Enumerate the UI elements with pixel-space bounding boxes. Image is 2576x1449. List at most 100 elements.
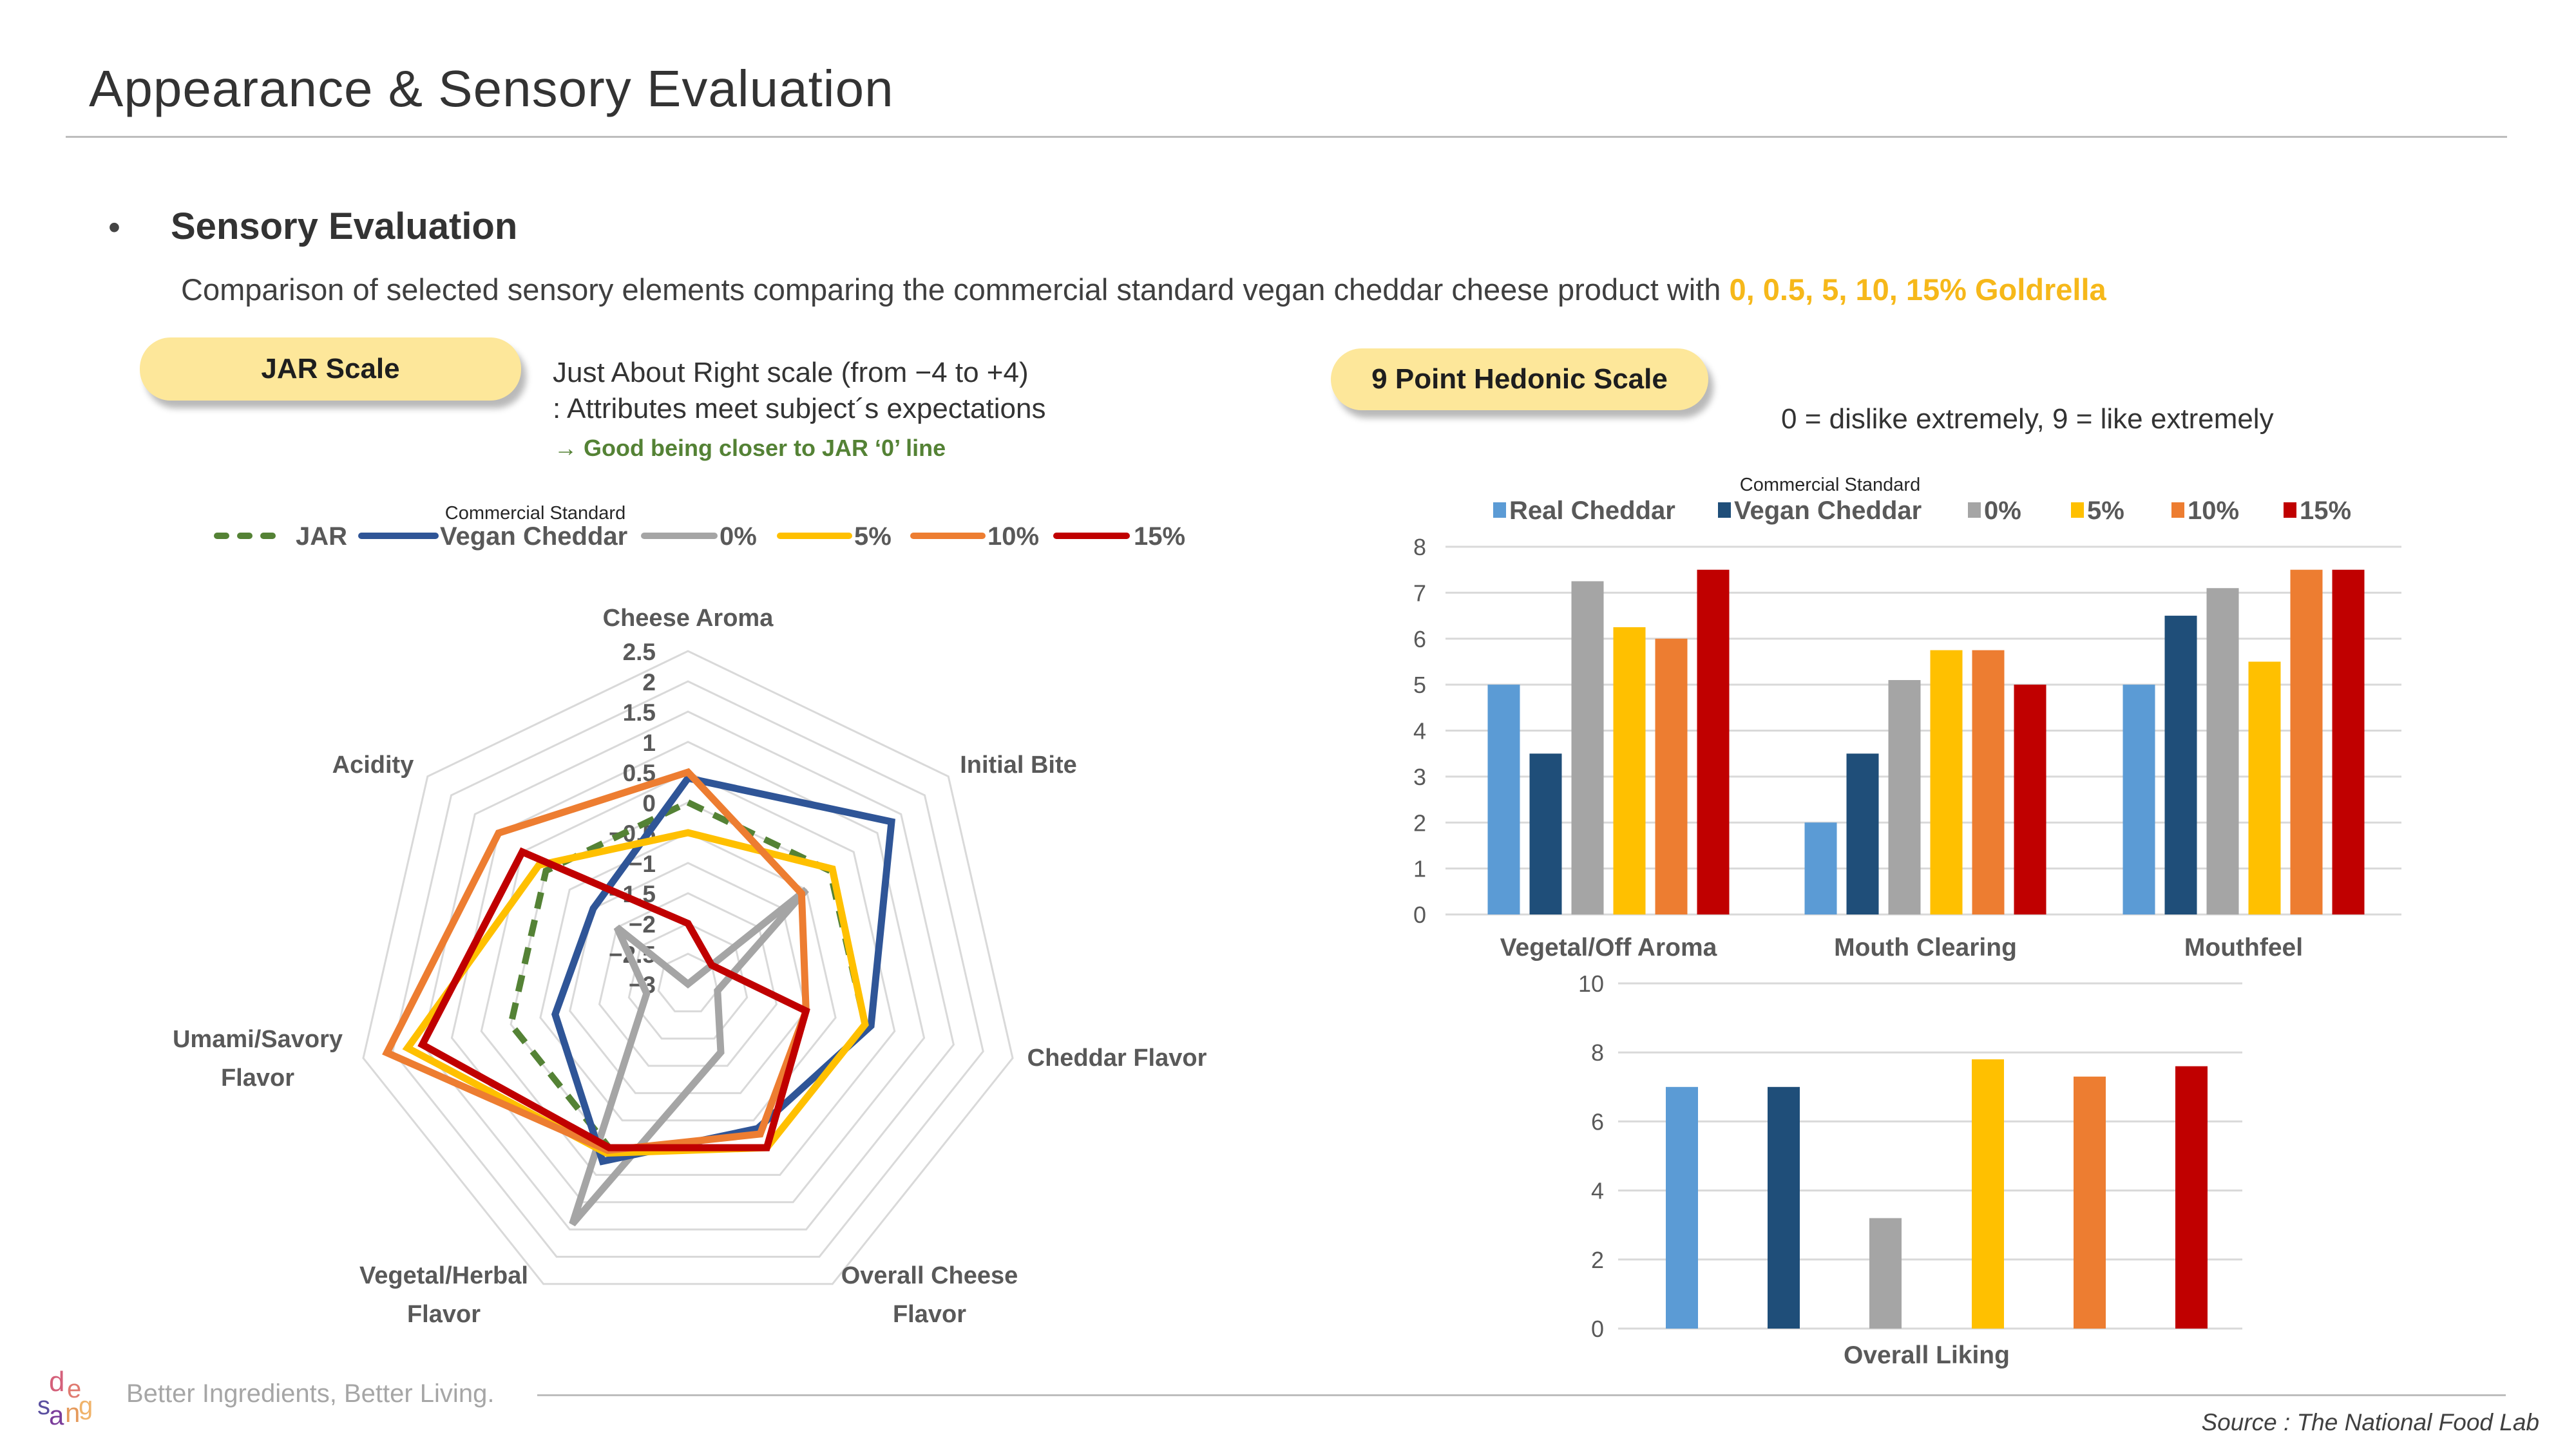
radar-axis-label: Flavor xyxy=(221,1065,294,1092)
hedonic-description: 0 = dislike extremely, 9 = like extremel… xyxy=(1781,403,2274,435)
liking-bar-5- xyxy=(1972,1059,2004,1329)
desang-logo: d e s a n g xyxy=(37,1366,93,1430)
hedonic-scale-pill: 9 Point Hedonic Scale xyxy=(1331,348,1708,410)
jar-scale-label: JAR Scale xyxy=(261,353,400,384)
jar-description-line1: Just About Right scale (from −4 to +4) xyxy=(553,357,1029,388)
bar-vegetal-off-aroma-vegan-cheddar xyxy=(1529,753,1562,914)
radar-grid-ring xyxy=(421,710,955,1231)
radar-tick-label: 1.5 xyxy=(623,699,656,726)
bar-y-tick-label: 3 xyxy=(1413,764,1426,790)
radar-grid-ring xyxy=(362,650,1014,1285)
section-title: Sensory Evaluation xyxy=(171,205,518,247)
bar-y-tick-label: 7 xyxy=(1413,580,1426,606)
radar-axis-label: Flavor xyxy=(407,1301,481,1328)
bar-legend-swatch xyxy=(2171,502,2184,518)
bar-y-tick-label: 5 xyxy=(1413,672,1426,698)
radar-grid-ring xyxy=(480,771,896,1176)
liking-x-label: Overall Liking xyxy=(1844,1341,2010,1369)
radar-legend: Commercial Standard JAR Vegan Cheddar 0% 5% 1… xyxy=(214,503,1185,551)
footer-divider xyxy=(537,1394,2506,1396)
bar-mouth-clearing-0- xyxy=(1888,679,1921,914)
liking-y-tick-label: 4 xyxy=(1591,1178,1604,1204)
bar-mouthfeel-real-cheddar xyxy=(2123,685,2155,914)
radar-legend-note: Commercial Standard xyxy=(445,503,625,524)
bar-legend-swatch xyxy=(2071,502,2084,518)
liking-y-tick-label: 2 xyxy=(1591,1247,1604,1273)
bar-legend-label: 15% xyxy=(2300,497,2351,525)
radar-legend-label: JAR xyxy=(296,522,347,551)
liking-bar-15- xyxy=(2175,1066,2208,1329)
radar-series-15- xyxy=(417,847,810,1151)
bar-legend-label: Real Cheddar xyxy=(1509,497,1675,525)
radar-axis-label: Acidity xyxy=(332,752,414,779)
bar-vegetal-off-aroma-15- xyxy=(1697,569,1730,914)
bar-legend-label: 0% xyxy=(1984,497,2021,525)
bar-legend-label: Vegan Cheddar xyxy=(1734,497,1922,525)
liking-bar-10- xyxy=(2074,1076,2106,1329)
bar-mouth-clearing-real-cheddar xyxy=(1804,822,1837,914)
hedonic-scale-label: 9 Point Hedonic Scale xyxy=(1371,363,1668,395)
bar-y-tick-label: 4 xyxy=(1413,718,1426,744)
section-subtitle: Comparison of selected sensory elements … xyxy=(181,272,2106,307)
bar-mouthfeel-5- xyxy=(2248,661,2281,914)
bar-y-tick-label: 0 xyxy=(1413,902,1426,928)
radar-legend-label: 0% xyxy=(720,522,757,551)
radar-tick-label: 0 xyxy=(642,790,656,817)
liking-y-tick-label: 8 xyxy=(1591,1039,1604,1066)
radar-grid-ring xyxy=(392,680,984,1258)
radar-tick-label: 2 xyxy=(642,669,656,696)
radar-axis-label: Cheese Aroma xyxy=(603,605,774,632)
radar-tick-label: 1 xyxy=(642,730,656,756)
liking-y-tick-label: 0 xyxy=(1591,1316,1604,1342)
bar-mouthfeel-vegan-cheddar xyxy=(2164,616,2197,914)
radar-axis-label: Flavor xyxy=(893,1301,966,1328)
overall-liking-bar-chart: 0 2 4 6 8 10 Overall Liking xyxy=(1578,971,2242,1369)
radar-axis-label: Initial Bite xyxy=(960,752,1077,779)
bar-y-tick-label: 6 xyxy=(1413,626,1426,652)
title-divider xyxy=(66,136,2507,138)
bar-vegetal-off-aroma-real-cheddar xyxy=(1487,685,1520,914)
radar-axis-label: Overall Cheese xyxy=(841,1262,1018,1289)
liking-bar-0- xyxy=(1869,1218,1902,1329)
bar-legend-swatch xyxy=(1718,502,1731,518)
bar-legend-swatch xyxy=(2284,502,2296,518)
radar-legend-label: Vegan Cheddar xyxy=(440,522,627,551)
bar-y-tick-label: 1 xyxy=(1413,856,1426,882)
liking-y-tick-label: 10 xyxy=(1578,971,1604,997)
logo-letter-n: n xyxy=(65,1397,80,1428)
logo-letter-d: d xyxy=(49,1366,64,1397)
logo-letter-s: s xyxy=(37,1392,50,1420)
page-title: Appearance & Sensory Evaluation xyxy=(89,60,894,117)
bar-mouth-clearing-5- xyxy=(1930,650,1963,914)
radar-series-10- xyxy=(382,768,810,1154)
bar-category-label: Mouth Clearing xyxy=(1834,934,2017,961)
logo-letter-e: e xyxy=(67,1375,81,1403)
bar-legend: Commercial Standard Real Cheddar Vegan Che… xyxy=(1493,475,2351,525)
radar-legend-label: 5% xyxy=(854,522,892,551)
bar-legend-label: 10% xyxy=(2188,497,2239,525)
radar-axis-label: Umami/Savory xyxy=(173,1026,343,1053)
bar-mouth-clearing-vegan-cheddar xyxy=(1846,753,1879,914)
logo-letter-g: g xyxy=(79,1392,93,1420)
radar-tick-label: 2.5 xyxy=(623,639,656,665)
liking-bar-real-cheddar xyxy=(1666,1086,1698,1329)
bar-legend-note: Commercial Standard xyxy=(1740,475,1920,495)
liking-y-tick-label: 6 xyxy=(1591,1108,1604,1135)
hedonic-bar-chart: 0 1 2 3 4 5 6 7 8 Vegetal/Off Aroma Mouth Clearing… xyxy=(1413,534,2401,961)
bar-mouth-clearing-15- xyxy=(2014,685,2046,914)
bar-mouth-clearing-10- xyxy=(1972,650,2005,914)
source-note: Source : The National Food Lab xyxy=(2201,1409,2540,1435)
radar-series-0- xyxy=(569,887,809,1227)
bar-y-tick-label: 2 xyxy=(1413,810,1426,836)
radar-legend-label: 10% xyxy=(987,522,1039,551)
jar-description-line2: : Attributes meet subject´s expectations xyxy=(553,393,1046,424)
bar-vegetal-off-aroma-0- xyxy=(1571,581,1604,914)
bar-category-label: Vegetal/Off Aroma xyxy=(1500,934,1717,961)
bar-y-tick-label: 8 xyxy=(1413,534,1426,560)
bar-legend-swatch xyxy=(1493,502,1506,518)
jar-note: → Good being closer to JAR ‘0’ line xyxy=(554,435,946,461)
bar-mouthfeel-10- xyxy=(2290,569,2323,914)
bar-mouthfeel-0- xyxy=(2206,588,2239,914)
